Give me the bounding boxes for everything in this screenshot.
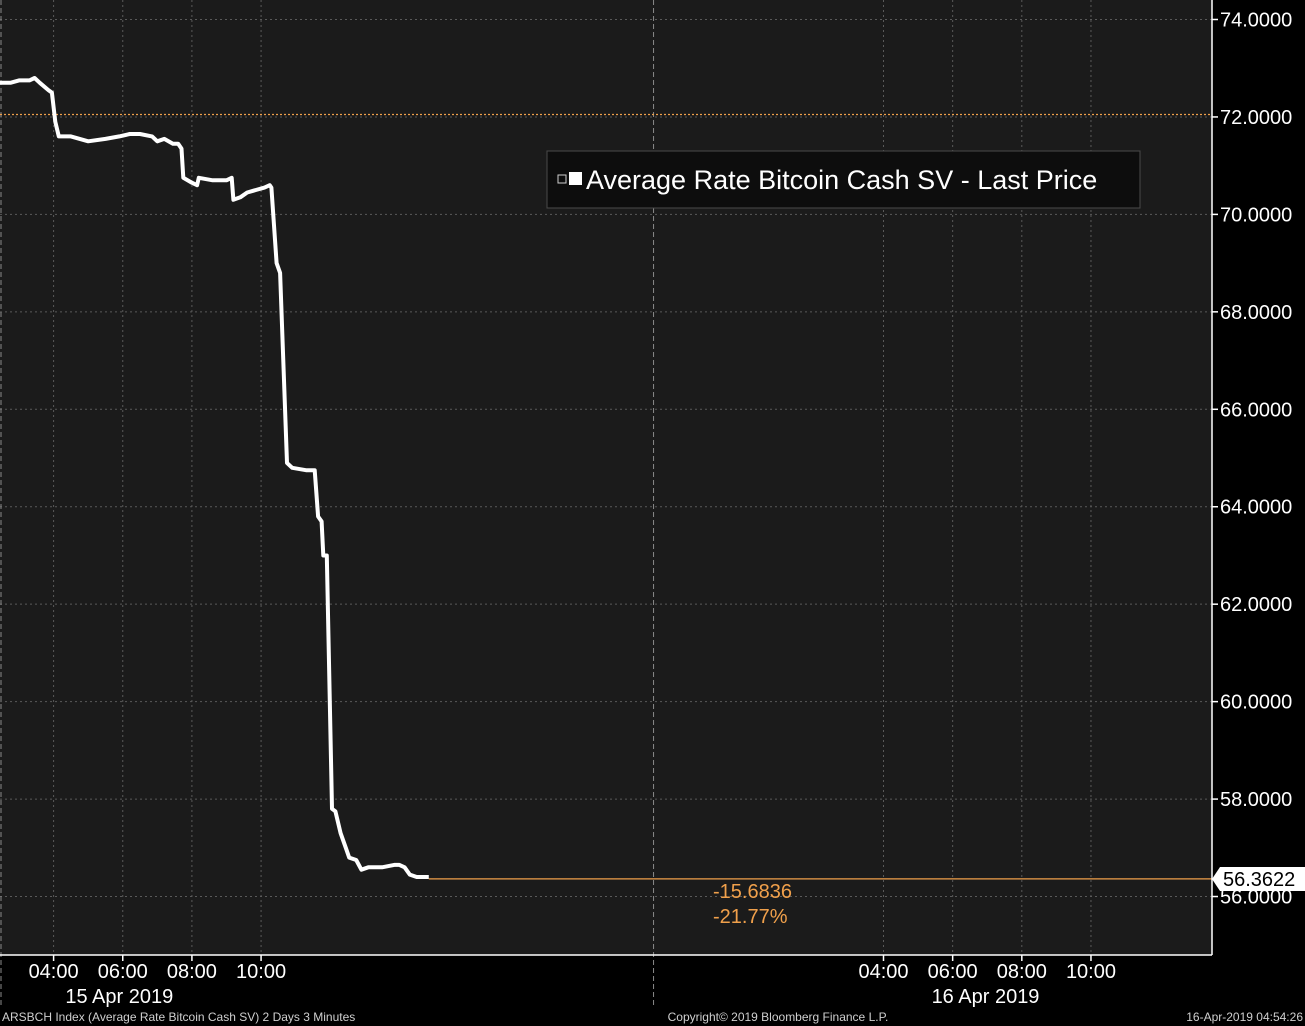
y-tick-label: 72.0000 [1220,107,1292,129]
y-tick-label: 58.0000 [1220,789,1292,811]
x-axis-ticks: 04:00 06:00 08:00 10:00 04:00 06:00 08:00 10:00 [29,955,1116,983]
gridlines [0,0,1212,1007]
y-tick-label: 68.0000 [1220,302,1292,324]
y-tick-label: 70.0000 [1220,204,1292,226]
legend: Average Rate Bitcoin Cash SV - Last Pric… [546,150,1141,209]
x-tick-label: 04:00 [858,961,908,983]
x-tick-label: 06:00 [928,961,978,983]
last-value-badge: 56.3622 [1212,867,1305,891]
last-value-badge-shape [1212,867,1305,891]
x-tick-label: 10:00 [1066,961,1116,983]
y-tick-label: 56.0000 [1220,887,1292,909]
y-tick-label: 66.0000 [1220,399,1292,421]
x-tick-label: 08:00 [167,961,217,983]
legend-small-marker-icon [557,174,567,184]
y-tick-label: 62.0000 [1220,594,1292,616]
y-tick-label: 74.0000 [1220,9,1292,31]
legend-label: Average Rate Bitcoin Cash SV - Last Pric… [586,165,1097,195]
footer-right: 16-Apr-2019 04:54:26 [1186,1010,1303,1024]
plot-background [0,0,1212,955]
footer-center: Copyright© 2019 Bloomberg Finance L.P. [668,1010,889,1024]
date-label: 15 Apr 2019 [65,986,173,1008]
y-axis-ticks: 74.0000 72.0000 70.0000 68.0000 66.0000 64.00… [1212,9,1292,909]
legend-box [546,150,1141,209]
x-tick-label: 10:00 [236,961,286,983]
series-line [0,76,429,879]
x-tick-label: 06:00 [98,961,148,983]
y-tick-label: 64.0000 [1220,497,1292,519]
date-labels: 15 Apr 2019 16 Apr 2019 [65,986,1039,1008]
x-tick-label: 04:00 [29,961,79,983]
x-tick-label: 08:00 [997,961,1047,983]
footer-left: ARSBCH Index (Average Rate Bitcoin Cash … [2,1010,355,1024]
pct-change-annotation: -21.77% [713,906,788,928]
legend-swatch-icon [569,172,582,185]
last-value-label: 56.3622 [1223,869,1295,891]
y-tick-label: 60.0000 [1220,692,1292,714]
date-label: 16 Apr 2019 [932,986,1040,1008]
change-annotation: -15.6836 [713,881,792,903]
